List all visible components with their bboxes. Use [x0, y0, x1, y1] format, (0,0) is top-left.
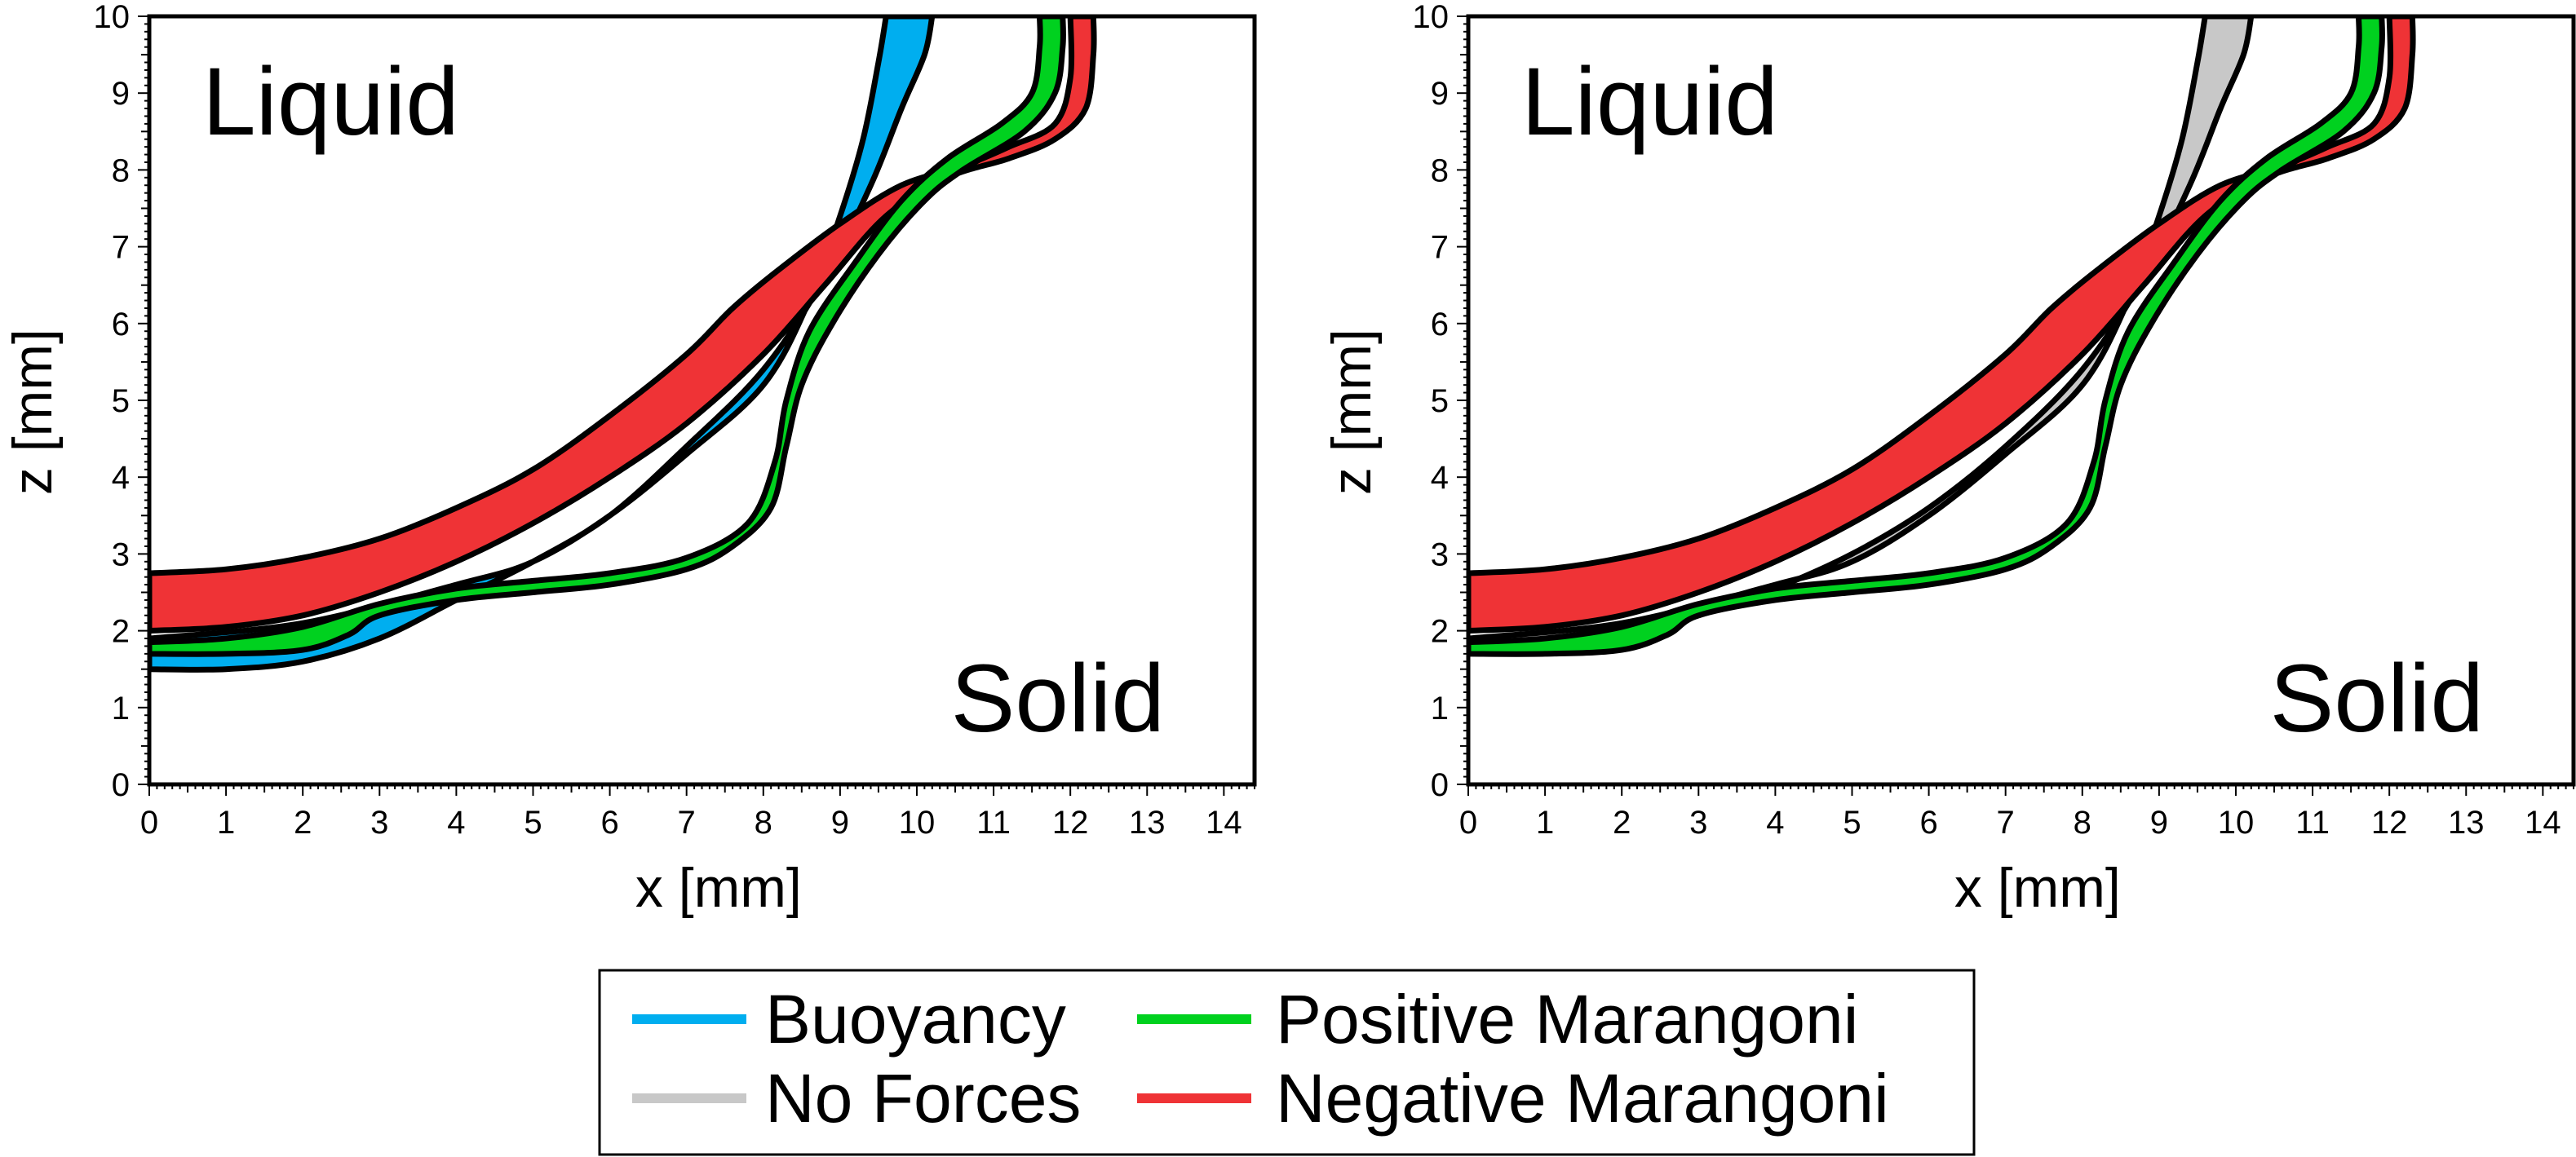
- x-tick-label: 12: [1052, 805, 1089, 841]
- x-axis-label: x [mm]: [1954, 857, 2121, 919]
- x-tick-label: 0: [1459, 805, 1477, 841]
- y-tick-label: 3: [112, 537, 130, 572]
- y-tick-label: 9: [112, 76, 130, 112]
- x-tick-label: 3: [1689, 805, 1707, 841]
- x-tick-label: 12: [2371, 805, 2408, 841]
- x-tick-label: 8: [755, 805, 772, 841]
- x-tick-label: 14: [2525, 805, 2561, 841]
- x-tick-label: 2: [1613, 805, 1631, 841]
- y-tick-label: 3: [1431, 537, 1449, 572]
- y-tick-label: 4: [1431, 460, 1449, 496]
- x-tick-label: 2: [294, 805, 312, 841]
- x-tick-label: 9: [2150, 805, 2168, 841]
- x-tick-label: 13: [1129, 805, 1166, 841]
- legend: Buoyancy Positive Marangoni No Forces Ne…: [598, 969, 1976, 1156]
- x-tick-label: 3: [370, 805, 388, 841]
- x-axis-label: x [mm]: [635, 857, 802, 919]
- x-tick-label: 6: [600, 805, 618, 841]
- x-tick-label: 7: [678, 805, 696, 841]
- y-tick-label: 0: [1431, 767, 1449, 803]
- y-tick-label: 7: [112, 230, 130, 266]
- y-tick-label: 2: [1431, 614, 1449, 650]
- x-tick-label: 8: [2074, 805, 2091, 841]
- region-label-liquid: Liquid: [202, 48, 459, 156]
- bands: [149, 16, 1097, 673]
- y-tick-label: 4: [112, 460, 130, 496]
- legend-box: [598, 969, 1976, 1156]
- y-tick-label: 10: [94, 0, 131, 35]
- band-negative-marangoni: [149, 16, 1097, 634]
- band-positive-marangoni: [149, 16, 1066, 657]
- y-tick-label: 1: [1431, 691, 1449, 726]
- x-tick-label: 4: [447, 805, 465, 841]
- y-tick-label: 5: [1431, 383, 1449, 419]
- legend-label-negative-marangoni: Negative Marangoni: [1276, 1060, 1889, 1137]
- region-label-liquid: Liquid: [1521, 48, 1778, 156]
- legend-label-no-forces: No Forces: [765, 1060, 1081, 1137]
- x-tick-label: 10: [2218, 805, 2255, 841]
- band-positive-marangoni: [1468, 16, 2385, 657]
- y-axis-label: z [mm]: [2, 329, 64, 495]
- x-tick-label: 5: [1843, 805, 1861, 841]
- region-label-solid: Solid: [951, 645, 1165, 753]
- x-tick-label: 14: [1206, 805, 1242, 841]
- y-tick-label: 8: [1431, 152, 1449, 188]
- band-negative-marangoni: [1468, 16, 2416, 634]
- x-tick-label: 9: [831, 805, 849, 841]
- x-tick-label: 7: [1997, 805, 2015, 841]
- y-tick-label: 10: [1413, 0, 1450, 35]
- y-tick-label: 7: [1431, 230, 1449, 266]
- x-tick-label: 11: [2295, 805, 2330, 841]
- region-label-solid: Solid: [2270, 645, 2484, 753]
- legend-label-positive-marangoni: Positive Marangoni: [1276, 981, 1858, 1058]
- x-tick-label: 1: [1536, 805, 1554, 841]
- x-tick-label: 13: [2448, 805, 2485, 841]
- x-tick-label: 6: [1919, 805, 1937, 841]
- y-tick-label: 8: [112, 152, 130, 188]
- y-tick-label: 5: [112, 383, 130, 419]
- legend-label-buoyancy: Buoyancy: [765, 981, 1066, 1058]
- y-axis-label: z [mm]: [1321, 329, 1383, 495]
- y-tick-label: 6: [112, 307, 130, 342]
- y-tick-label: 0: [112, 767, 130, 803]
- x-tick-label: 10: [899, 805, 936, 841]
- x-tick-label: 11: [976, 805, 1011, 841]
- x-tick-label: 5: [524, 805, 542, 841]
- y-tick-label: 6: [1431, 307, 1449, 342]
- y-tick-label: 2: [112, 614, 130, 650]
- x-tick-label: 4: [1766, 805, 1784, 841]
- y-tick-label: 9: [1431, 76, 1449, 112]
- x-tick-label: 0: [140, 805, 158, 841]
- y-tick-label: 1: [112, 691, 130, 726]
- x-tick-label: 1: [217, 805, 235, 841]
- bands: [1468, 16, 2416, 657]
